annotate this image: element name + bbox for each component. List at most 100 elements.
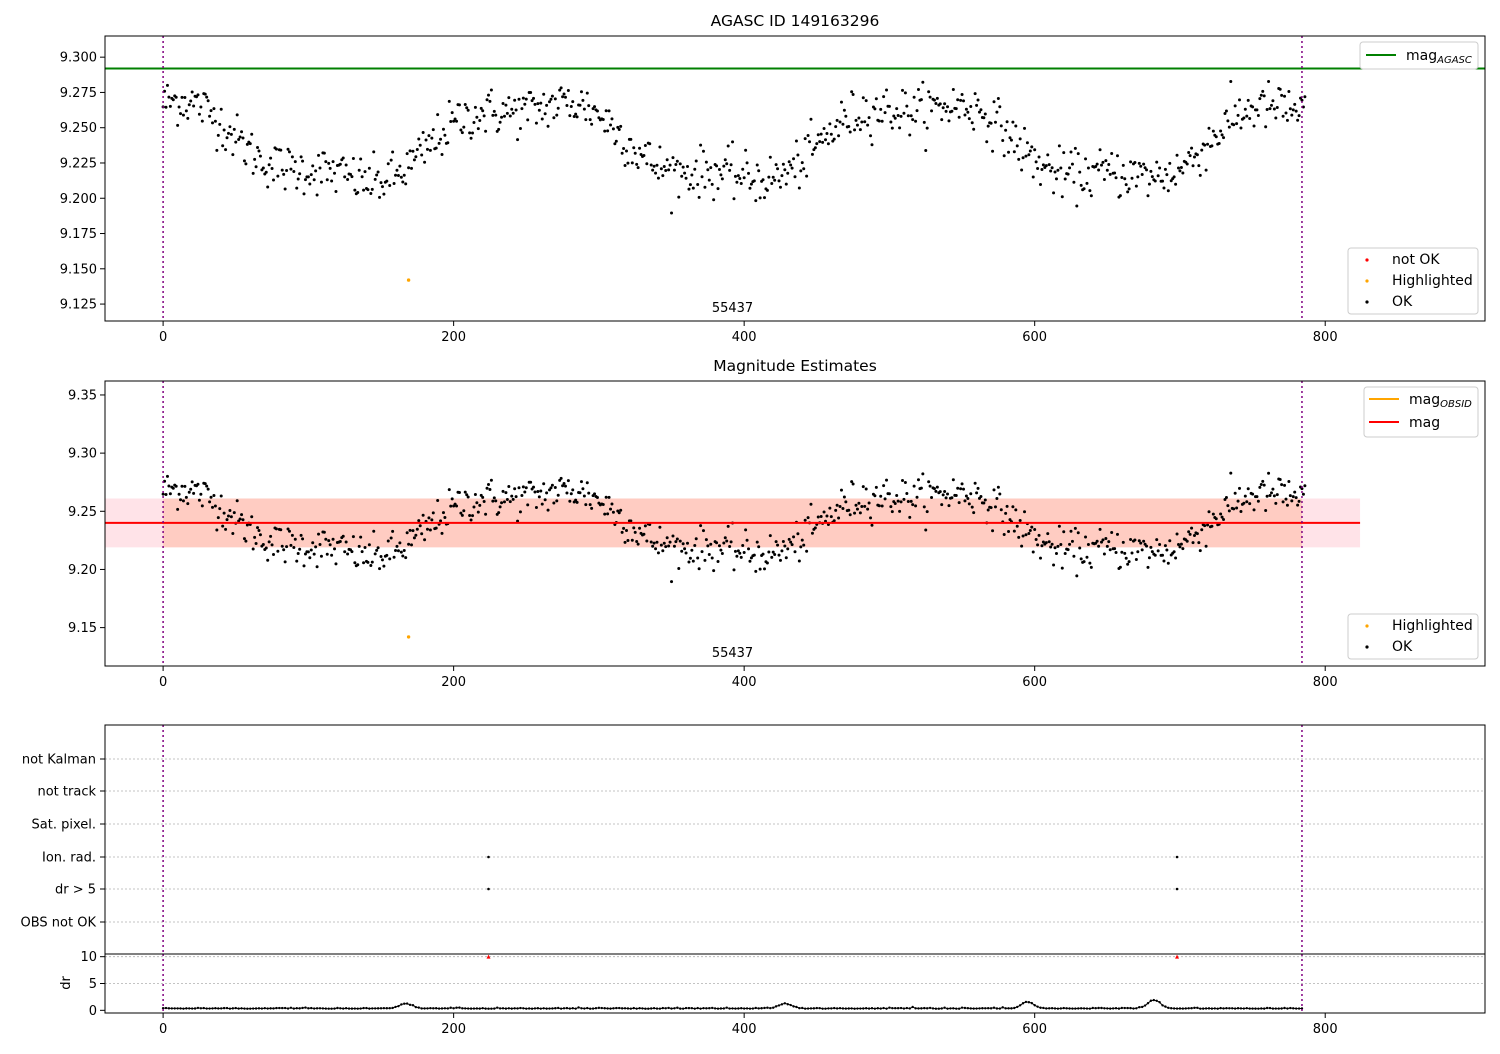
ok-point [549,97,553,101]
ok-point [221,524,225,528]
ok-point [430,136,434,140]
ok-point [440,531,444,535]
ok-point [954,107,958,111]
ok-point [681,165,685,169]
ok-point [505,111,509,115]
ok-point [546,124,550,128]
ok-point [1207,126,1211,130]
ok-point [460,513,464,517]
x-tick-label: 200 [441,675,466,690]
ok-point [1053,546,1057,550]
ok-point [184,109,188,113]
ok-point [197,498,201,502]
ok-point [382,564,386,568]
ok-point [545,491,549,495]
ok-point [800,538,804,542]
ok-point [258,533,262,537]
ok-point [992,488,996,492]
ok-point [301,537,305,541]
ok-point [274,147,278,151]
ok-point [197,112,201,116]
ok-point [574,112,578,116]
ok-point [526,118,530,122]
ok-point [266,185,270,189]
ok-point [771,550,775,554]
ok-point [324,537,328,541]
ok-point [1056,544,1060,548]
ok-point [520,494,524,498]
ok-point [693,167,697,171]
y-tick-label: 5 [89,977,97,992]
ok-point [732,197,736,201]
ok-point [1047,540,1051,544]
ok-point [585,481,589,485]
ok-point [556,106,560,110]
ok-point [1211,129,1215,133]
ok-point [447,488,451,492]
ok-point [385,553,389,557]
agasc-obsid-label: 55437 [712,301,753,316]
ok-point [489,478,493,482]
ok-point [1133,538,1137,542]
ok-point [855,507,859,511]
ok-point [1041,163,1045,167]
ok-point [729,163,733,167]
highlighted-point [406,635,411,639]
ok-point [629,519,633,523]
ok-point [472,120,476,124]
ok-point [208,114,212,118]
ok-point [1073,146,1077,150]
ok-point [636,542,640,546]
ok-point [572,114,576,118]
ok-point [957,501,961,505]
ok-point [1291,108,1295,112]
ok-point [784,182,788,186]
ok-point [1280,93,1284,97]
flag-label: OBS not OK [21,916,97,931]
ok-point [1139,164,1143,168]
ok-point [1191,541,1195,545]
ok-point [1255,495,1259,499]
ok-point [1217,141,1221,145]
ok-point [675,159,679,163]
ok-point [1120,175,1124,179]
y-tick-label: 0 [89,1004,97,1019]
ok-point [386,162,390,166]
ok-point [1219,129,1223,133]
ok-point [164,105,168,109]
ok-point [962,99,966,103]
ok-point [912,484,916,488]
ok-point [180,484,184,488]
ok-point [951,478,955,482]
ok-point [680,174,684,178]
ok-point [838,120,842,124]
ok-point [652,541,656,545]
ok-point [914,119,918,123]
ok-point [642,532,646,536]
ok-point [720,177,724,181]
ok-point [459,511,463,515]
ok-point [1284,111,1288,115]
ok-point [1007,150,1011,154]
ok-point [1163,167,1167,171]
ok-point [828,506,832,510]
ok-point [1233,104,1237,108]
x-tick-label: 0 [159,675,167,690]
ok-point [388,183,392,187]
ok-point [465,493,469,497]
ok-point [1136,550,1140,554]
ok-point [402,549,406,553]
ok-point [774,163,778,167]
ok-point [189,99,193,103]
ok-point [835,118,839,122]
ok-point [995,110,999,114]
ok-point [1227,509,1231,513]
ok-point [436,113,440,117]
ok-point [421,131,425,135]
ok-point [331,537,335,541]
ok-point [559,476,563,480]
ok-point [1261,89,1265,93]
ok-point [171,486,175,490]
ok-point [726,144,730,148]
ok-point [975,103,979,107]
